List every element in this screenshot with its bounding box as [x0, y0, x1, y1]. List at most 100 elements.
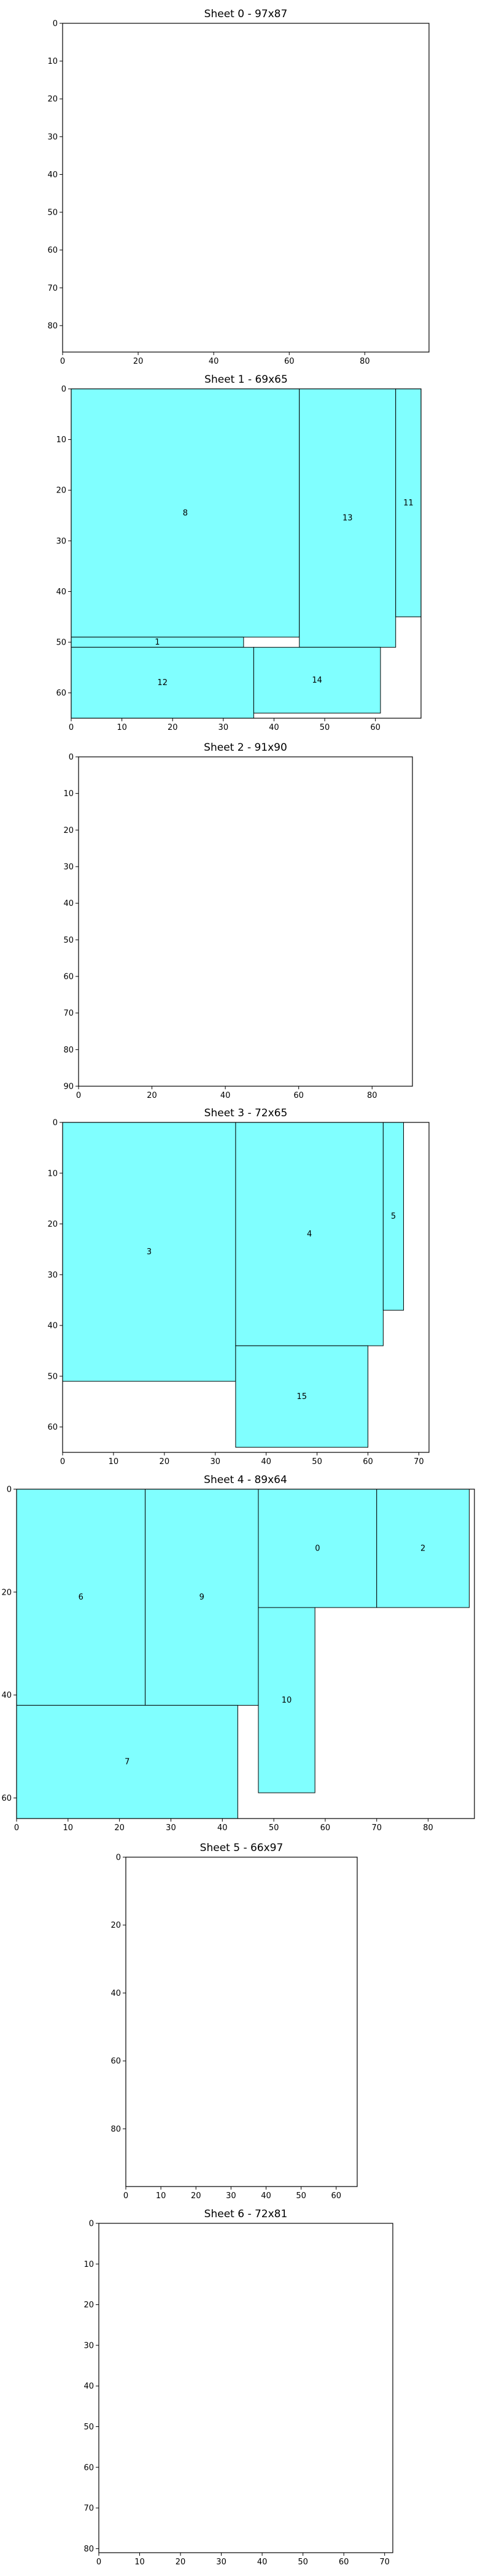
placed-rect	[16, 1489, 146, 1706]
x-tick-label: 60	[284, 357, 295, 366]
y-tick-label: 0	[89, 2220, 94, 2229]
rect-label: 14	[312, 676, 322, 685]
placed-rect	[235, 1122, 384, 1346]
y-tick-label: 20	[83, 2301, 94, 2310]
x-tick-label: 50	[296, 2191, 306, 2201]
sheet-title: Sheet 4 - 89x64	[204, 1474, 287, 1486]
rect-label: 2	[420, 1544, 425, 1553]
y-tick-label: 0	[53, 1119, 58, 1128]
x-tick-label: 40	[261, 2191, 271, 2201]
x-tick-label: 70	[414, 1457, 424, 1466]
x-tick-label: 30	[166, 1823, 176, 1833]
y-tick-label: 70	[47, 284, 58, 293]
placed-rect	[71, 388, 300, 638]
x-tick-label: 10	[109, 1457, 119, 1466]
axes-frame	[16, 1489, 475, 1819]
x-tick-label: 70	[371, 1823, 382, 1833]
y-tick-label: 0	[53, 20, 58, 29]
y-tick-label: 40	[56, 588, 66, 597]
x-tick-label: 50	[320, 723, 330, 732]
x-tick-label: 0	[123, 2191, 128, 2201]
x-tick-label: 40	[220, 1091, 231, 1100]
placed-rect	[235, 1345, 368, 1448]
y-tick-label: 40	[83, 2382, 94, 2391]
x-tick-label: 10	[134, 2558, 145, 2567]
y-tick-label: 50	[63, 936, 74, 945]
x-tick-label: 0	[96, 2558, 101, 2567]
y-tick-label: 0	[116, 1853, 121, 1863]
y-tick-label: 10	[56, 435, 66, 445]
y-tick-label: 30	[47, 1271, 58, 1280]
y-tick-label: 60	[1, 1794, 12, 1803]
x-tick-label: 30	[210, 1457, 220, 1466]
y-tick-label: 40	[47, 171, 58, 180]
y-tick-label: 80	[63, 1046, 74, 1055]
y-tick-label: 20	[47, 1220, 58, 1229]
axes-frame	[62, 1122, 430, 1453]
y-tick-label: 40	[1, 1691, 12, 1700]
x-tick-label: 40	[257, 2558, 268, 2567]
x-tick-label: 10	[63, 1823, 74, 1833]
y-tick-label: 50	[47, 209, 58, 218]
x-tick-label: 20	[114, 1823, 125, 1833]
y-tick-label: 20	[110, 1921, 121, 1930]
y-tick-label: 60	[63, 973, 74, 982]
x-tick-label: 30	[216, 2558, 226, 2567]
x-tick-label: 60	[339, 2558, 349, 2567]
y-tick-label: 30	[83, 2341, 94, 2350]
x-tick-label: 40	[269, 723, 279, 732]
placed-rect	[145, 1489, 259, 1706]
y-tick-label: 40	[63, 899, 74, 908]
y-tick-label: 80	[83, 2545, 94, 2554]
x-tick-label: 0	[14, 1823, 19, 1833]
placed-rect	[258, 1607, 315, 1793]
x-tick-label: 20	[191, 2191, 201, 2201]
y-tick-label: 60	[83, 2463, 94, 2472]
y-tick-label: 40	[110, 1989, 121, 1998]
rect-label: 11	[403, 499, 414, 508]
x-tick-label: 10	[156, 2191, 166, 2201]
y-tick-label: 10	[47, 57, 58, 66]
y-tick-label: 10	[63, 789, 74, 799]
x-tick-label: 0	[60, 357, 65, 366]
y-tick-label: 40	[47, 1322, 58, 1331]
y-tick-label: 0	[7, 1485, 12, 1495]
y-tick-label: 20	[63, 826, 74, 835]
y-tick-label: 60	[47, 1423, 58, 1432]
x-tick-label: 60	[370, 723, 381, 732]
x-tick-label: 20	[133, 357, 144, 366]
y-tick-label: 20	[56, 486, 66, 496]
rect-label: 7	[125, 1758, 130, 1767]
y-tick-label: 10	[47, 1169, 58, 1178]
y-tick-label: 50	[56, 638, 66, 648]
y-tick-label: 60	[47, 246, 58, 255]
x-tick-label: 40	[261, 1457, 271, 1466]
x-tick-label: 50	[312, 1457, 322, 1466]
x-tick-label: 60	[331, 2191, 341, 2201]
y-tick-label: 10	[83, 2260, 94, 2269]
y-tick-label: 0	[69, 753, 74, 762]
sheet-panel-6: Sheet 6 - 72x81 0 10 20 30 40 50 60 70 0 10 20 30 40 5…	[83, 2208, 393, 2567]
x-tick-label: 20	[147, 1091, 157, 1100]
rect-label: 0	[315, 1544, 320, 1553]
sheet-title: Sheet 6 - 72x81	[204, 2208, 288, 2220]
rect-label: 13	[342, 514, 353, 523]
sheet-panel-3: Sheet 3 - 72x65 3 4 5 15 0 10 20 30 40 50 60 70 0 10 20…	[47, 1107, 430, 1466]
sheet-panel-5: Sheet 5 - 66x97 0 10 20 30 40 50 60 0 20 40 60 80	[110, 1842, 358, 2201]
x-tick-label: 80	[360, 357, 370, 366]
x-tick-label: 0	[60, 1457, 65, 1466]
placed-rect	[382, 1122, 404, 1311]
rect-label: 10	[282, 1696, 292, 1705]
placed-rect	[258, 1489, 377, 1608]
sheet-panel-1: Sheet 1 - 69x65 8 1 12 13 11 14 0 10 20 30 40 50 60 0 1…	[56, 374, 422, 732]
x-tick-label: 80	[367, 1091, 377, 1100]
sheet-title: Sheet 0 - 97x87	[204, 8, 288, 20]
rect-label: 5	[391, 1212, 396, 1221]
x-tick-label: 40	[217, 1823, 228, 1833]
x-tick-label: 10	[117, 723, 127, 732]
sheet-title: Sheet 3 - 72x65	[204, 1107, 288, 1119]
x-tick-label: 70	[379, 2558, 390, 2567]
rect-label: 4	[307, 1230, 312, 1239]
y-tick-label: 50	[47, 1372, 58, 1381]
